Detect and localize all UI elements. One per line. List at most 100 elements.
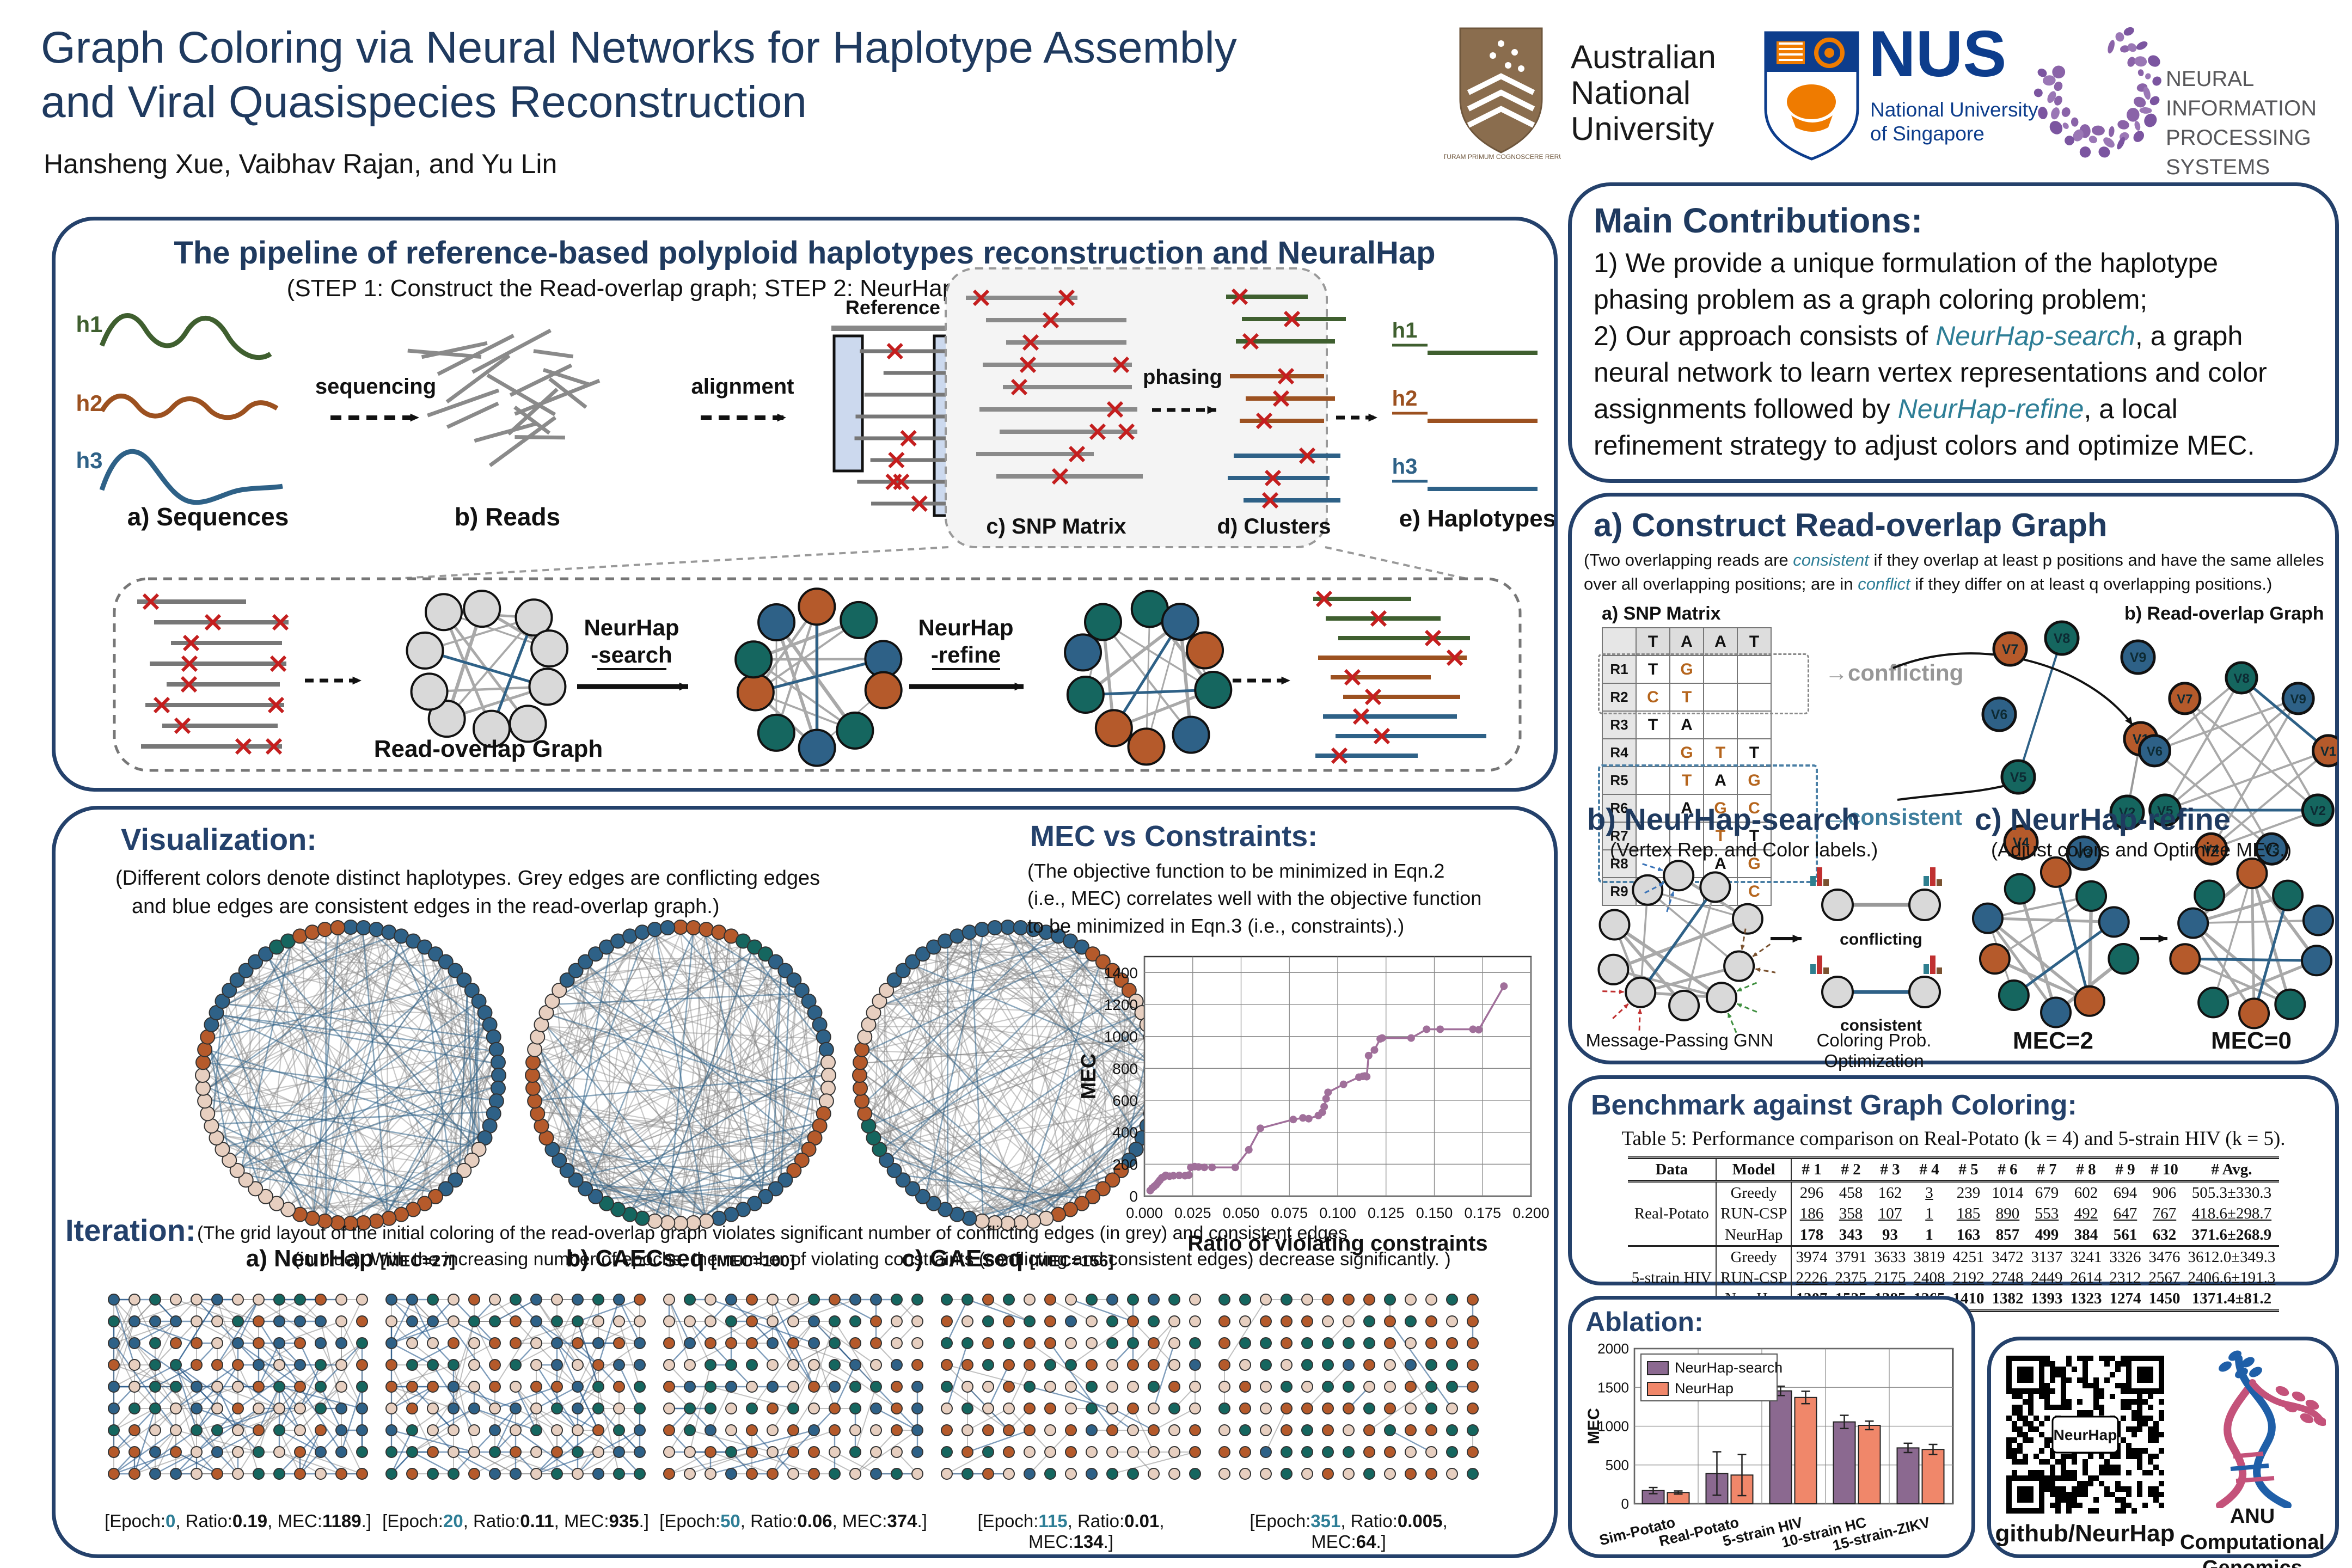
mec-vs-heading: MEC vs Constraints:	[1030, 820, 1318, 853]
ablation-bar-chart: 0500100015002000Sim-PotatoReal-Potato5-s…	[1585, 1340, 1954, 1554]
consistent-label: →consistent	[1825, 804, 1962, 830]
svg-text:V2: V2	[2310, 804, 2326, 818]
iteration-grid-epoch0	[108, 1294, 368, 1480]
viz-name: a) NeurHap	[246, 1245, 374, 1272]
iter-desc-1: (The grid layout of the initial coloring…	[197, 1223, 1347, 1244]
consistent-text: consistent	[1848, 804, 1963, 830]
refine-heading: c) NeurHap-refine	[1975, 802, 2231, 836]
svg-text:1200: 1200	[1104, 996, 1138, 1013]
svg-text:NATURAM PRIMUM COGNOSCERE RERU: NATURAM PRIMUM COGNOSCERE RERUM	[1444, 153, 1561, 161]
svg-text:V8: V8	[2054, 631, 2071, 646]
svg-text:400: 400	[1112, 1124, 1138, 1141]
svg-text:V9: V9	[2290, 692, 2306, 707]
table-caption: Table 5: Performance comparison on Real-…	[1621, 1128, 2286, 1150]
svg-text:NeurHap: NeurHap	[1675, 1380, 1734, 1396]
svg-text:0: 0	[1621, 1496, 1629, 1512]
arrow-right-icon: →	[1825, 804, 1848, 830]
mec-desc-3: to be minimized in Eqn.3 (i.e., constrai…	[1027, 914, 1405, 937]
benchmark-table: Data Model # 1 # 2 # 3 # 4 # 5 # 6 # 7 # 8 # 9 # 10…	[1582, 1156, 2325, 1312]
epoch-number: 351	[1310, 1511, 1341, 1531]
svg-text:Ratio of violating constraints: Ratio of violating constraints	[1187, 1232, 1487, 1255]
nus-shield-logo	[1764, 31, 1859, 161]
consistent-highlight: consistent	[1793, 550, 1869, 569]
svg-text:V4: V4	[2013, 835, 2030, 850]
arrow-icon	[2140, 934, 2167, 943]
contribution-1: 1) We provide a unique formulation of th…	[1594, 248, 2219, 315]
construct-desc-pre: (Two overlapping reads are	[1584, 550, 1793, 569]
benchmark-heading: Benchmark against Graph Coloring:	[1591, 1089, 2077, 1121]
anu-text-3: University	[1571, 111, 1714, 147]
viz-mec: [MEC=156]	[1030, 1252, 1114, 1270]
refine-graph-before	[1971, 856, 2140, 1028]
svg-text:200: 200	[1112, 1156, 1138, 1173]
svg-text:NeurHap: NeurHap	[2054, 1426, 2117, 1443]
svg-text:h2: h2	[1392, 387, 1418, 411]
epoch-ratio: 0.06	[797, 1511, 832, 1531]
benchmark-table-inner: Data Model # 1 # 2 # 3 # 4 # 5 # 6 # 7 # 8 # 9 # 10…	[1627, 1156, 2280, 1312]
circular-graph-caecseq	[525, 920, 836, 1231]
svg-text:V8: V8	[2233, 671, 2249, 686]
epoch-number: 115	[1038, 1511, 1068, 1531]
construct-desc-mid: if they overlap at least p positions and…	[1584, 550, 2324, 594]
neurips-text-2: PROCESSING SYSTEMS	[2166, 126, 2311, 179]
genomics-group-label: ANU Computational Genomics Group	[2171, 1504, 2334, 1568]
anu-text-1: Australian	[1571, 39, 1716, 75]
svg-text:0.175: 0.175	[1464, 1205, 1501, 1221]
svg-text:alignment: alignment	[691, 375, 794, 399]
svg-text:0.125: 0.125	[1368, 1205, 1405, 1221]
svg-text:1400: 1400	[1104, 964, 1138, 981]
svg-text:0: 0	[1129, 1188, 1138, 1205]
mec-desc-1: (The objective function to be minimized …	[1027, 860, 1445, 882]
search-subtitle: (Vertex Rep. and Color labels.)	[1610, 838, 1878, 861]
vis-desc-1: (Different colors denote distinct haplot…	[115, 867, 820, 890]
dna-helix-logo	[2216, 1350, 2326, 1508]
github-qr-code: NeurHap	[2006, 1356, 2164, 1514]
neurips-logo-text: NEURAL INFORMATION PROCESSING SYSTEMS	[2166, 64, 2352, 182]
svg-text:V3: V3	[2075, 846, 2092, 861]
svg-text:800: 800	[1112, 1060, 1138, 1077]
svg-text:Read-overlap Graph: Read-overlap Graph	[374, 736, 603, 762]
neurhap-search-highlight: NeurHap-search	[1935, 321, 2135, 351]
svg-text:h1: h1	[76, 311, 102, 337]
svg-text:sequencing: sequencing	[315, 375, 436, 399]
qr-caption: github/NeurHap	[1995, 1520, 2175, 1547]
message-passing-gnn-graph	[1597, 860, 1775, 1033]
epoch-ratio: 0.01	[1124, 1511, 1160, 1531]
viz-graph-label: a) NeurHap [MEC=27]	[187, 1245, 514, 1272]
svg-text:0.050: 0.050	[1223, 1205, 1260, 1221]
nus-logo-text: National University of Singapore	[1870, 98, 2038, 146]
svg-text:-refine: -refine	[931, 642, 1001, 667]
pipeline-heading: The pipeline of reference-based polyploi…	[174, 235, 1436, 271]
svg-text:500: 500	[1606, 1457, 1629, 1473]
svg-text:MEC: MEC	[1585, 1408, 1603, 1444]
svg-text:h3: h3	[1392, 455, 1418, 479]
iteration-heading: Iteration:	[65, 1213, 196, 1247]
iteration-grid-epoch115	[941, 1294, 1201, 1480]
svg-text:0.025: 0.025	[1174, 1205, 1211, 1221]
iter-desc-2: (in blue). With the increasing number of…	[293, 1248, 1451, 1270]
svg-text:h1: h1	[1392, 318, 1418, 342]
svg-text:V5: V5	[2010, 770, 2027, 785]
authors: Hansheng Xue, Vaibhav Rajan, and Yu Lin	[44, 149, 558, 179]
iteration-grid-epoch50	[663, 1294, 923, 1480]
ablation-panel: Ablation: 0 500 1000 1500 2000 Sim-Potato Real…	[1568, 1296, 1975, 1558]
svg-text:consistent: consistent	[1840, 1016, 1922, 1033]
conflict-highlight: conflict	[1858, 574, 1910, 594]
epoch-number: 50	[720, 1511, 740, 1531]
anu-crest-logo: NATURAM PRIMUM COGNOSCERE RERUM	[1444, 27, 1561, 161]
epoch-label: [Epoch:115, Ratio:0.01, MEC:134.]	[977, 1511, 1165, 1552]
visualization-panel: Visualization: (Different colors denote …	[52, 806, 1558, 1558]
svg-text:V2: V2	[2119, 805, 2136, 820]
svg-text:V7: V7	[2002, 642, 2019, 657]
anu-text-2: National	[1571, 75, 1691, 111]
contribution-2-mid: , a graph neural network to learn vertex…	[1594, 321, 2267, 424]
neurips-text-1: NEURAL INFORMATION	[2166, 67, 2317, 120]
svg-text:0.075: 0.075	[1271, 1205, 1308, 1221]
credits-panel: NeurHap github/NeurHap ANU Computational…	[1987, 1337, 2339, 1568]
epoch-label: [Epoch:50, Ratio:0.06, MEC:374.]	[659, 1511, 927, 1531]
viz-mec: [MEC=27]	[380, 1252, 456, 1270]
svg-text:c) SNP Matrix: c) SNP Matrix	[986, 514, 1126, 538]
snp-matrix-label: a) SNP Matrix	[1602, 603, 1721, 624]
